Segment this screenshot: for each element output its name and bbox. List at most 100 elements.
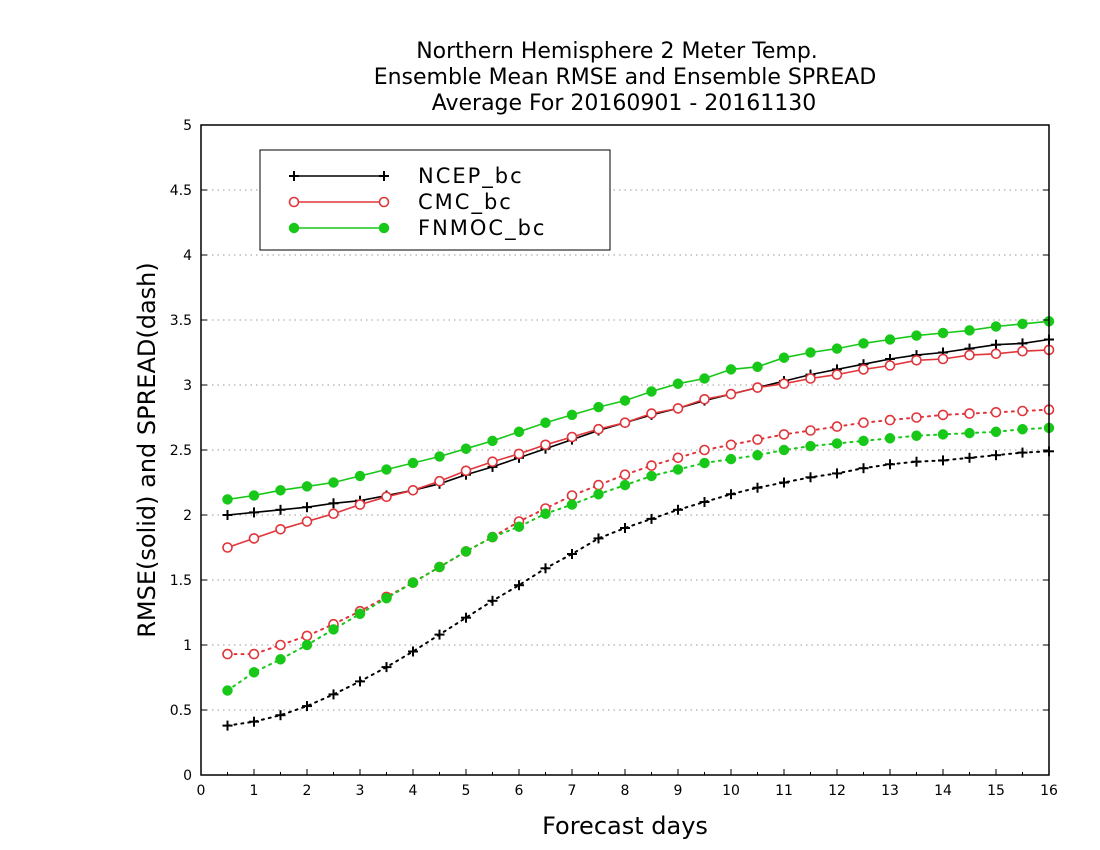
legend-box bbox=[259, 149, 611, 251]
ncep-bc-spread-point bbox=[858, 463, 869, 474]
y-tick-label: 2 bbox=[183, 508, 192, 524]
ncep-bc-spread-point bbox=[222, 720, 233, 731]
chart-title: Northern Hemisphere 2 Meter Temp. Ensemb… bbox=[374, 39, 877, 116]
legend-label-ncep: NCEP_bc bbox=[418, 164, 524, 189]
fnmoc-bc-rmse-point bbox=[301, 481, 313, 492]
ncep-bc-spread-point bbox=[620, 523, 630, 533]
cmc-bc-rmse-point bbox=[911, 354, 922, 366]
x-tick-label: 14 bbox=[934, 783, 952, 799]
ncep-bc-spread-point bbox=[328, 689, 339, 700]
ncep-bc-spread-point bbox=[805, 472, 816, 483]
cmc-bc-rmse-point bbox=[990, 348, 1002, 360]
cmc-bc-rmse-point bbox=[540, 439, 551, 451]
fnmoc-bc-rmse-point bbox=[884, 334, 896, 345]
cmc-bc-rmse-point bbox=[725, 388, 737, 400]
y-axis: 0 0.5 1 1.5 2 2.5 3 3.5 4 4.5 5 bbox=[170, 118, 1049, 784]
ncep-bc-spread-point bbox=[408, 646, 418, 657]
ncep-bc-spread-point bbox=[911, 456, 922, 467]
cmc-bc-spread-point bbox=[964, 408, 975, 419]
ncep-bc-spread-point bbox=[434, 629, 445, 640]
ncep-bc-spread-point bbox=[461, 612, 471, 623]
legend-label-fnmoc: FNMOC_bc bbox=[418, 216, 546, 241]
cmc-bc-rmse-point bbox=[937, 353, 949, 365]
legend-label-cmc: CMC_bc bbox=[418, 190, 513, 215]
fnmoc-bc-rmse-point bbox=[566, 409, 578, 421]
fnmoc-bc-spread-points bbox=[222, 422, 1055, 696]
cmc-bc-rmse-point bbox=[275, 523, 286, 535]
fnmoc-bc-rmse-point bbox=[990, 321, 1002, 332]
fnmoc-bc-spread-point bbox=[354, 608, 366, 620]
x-tick-label: 8 bbox=[621, 783, 630, 799]
ncep-bc-spread-point bbox=[885, 459, 895, 470]
cmc-bc-rmse-point bbox=[381, 491, 392, 503]
cmc-bc-spread-line bbox=[226, 408, 1050, 656]
ncep-bc-spread-point bbox=[646, 513, 657, 524]
cmc-bc-spread-point bbox=[275, 639, 286, 651]
cmc-bc-rmse-point bbox=[672, 403, 684, 414]
y-tick-label: 1.5 bbox=[170, 573, 192, 589]
cmc-bc-spread-point bbox=[884, 414, 896, 426]
cmc-bc-spread-point bbox=[1017, 405, 1028, 417]
ncep-bc-spread-point bbox=[752, 482, 763, 493]
fnmoc-bc-spread-point bbox=[964, 427, 975, 439]
cmc-bc-rmse-point bbox=[699, 393, 710, 405]
ncep-bc-rmse-point bbox=[249, 507, 259, 518]
cmc-bc-spread-points bbox=[222, 404, 1055, 660]
legend-marker-cmc-bc bbox=[378, 196, 390, 208]
cmc-bc-rmse-point bbox=[1017, 345, 1028, 357]
ncep-bc-spread-point bbox=[673, 504, 683, 515]
x-tick-label: 3 bbox=[356, 783, 365, 799]
cmc-bc-spread-point bbox=[911, 412, 922, 423]
cmc-bc-spread-point bbox=[619, 469, 631, 481]
fnmoc-bc-spread-point bbox=[275, 654, 286, 665]
title-line-3: Average For 20160901 - 20161130 bbox=[432, 91, 817, 116]
y-tick-label: 3.5 bbox=[170, 313, 192, 329]
ncep-bc-spread-point bbox=[514, 580, 524, 591]
ncep-bc-spread-point bbox=[964, 452, 975, 463]
y-tick-label: 3 bbox=[183, 378, 192, 394]
fnmoc-bc-rmse-line bbox=[227, 320, 1050, 501]
cmc-bc-spread-point bbox=[937, 409, 949, 421]
fnmoc-bc-rmse-point bbox=[407, 457, 419, 469]
x-tick-label: 7 bbox=[568, 783, 577, 799]
fnmoc-bc-spread-point bbox=[222, 685, 233, 696]
y-tick-label: 4.5 bbox=[170, 183, 192, 199]
x-tick-label: 0 bbox=[197, 783, 206, 799]
fnmoc-bc-spread-point bbox=[619, 479, 631, 491]
fnmoc-bc-spread-point bbox=[725, 453, 737, 465]
fnmoc-bc-rmse-point bbox=[725, 364, 737, 375]
fnmoc-bc-spread-point bbox=[593, 488, 604, 500]
title-line-1: Northern Hemisphere 2 Meter Temp. bbox=[416, 39, 818, 64]
ncep-bc-rmse-points bbox=[222, 334, 1054, 520]
fnmoc-bc-rmse-point bbox=[619, 395, 631, 406]
fnmoc-bc-rmse-point bbox=[699, 373, 710, 384]
fnmoc-bc-spread-point bbox=[990, 426, 1002, 438]
cmc-bc-spread-point bbox=[752, 434, 763, 445]
cmc-bc-spread-point bbox=[725, 439, 737, 451]
fnmoc-bc-spread-point bbox=[513, 521, 525, 532]
x-tick-label: 5 bbox=[462, 783, 471, 799]
cmc-bc-rmse-point bbox=[778, 378, 790, 390]
cmc-bc-rmse-point bbox=[407, 484, 419, 496]
x-tick-label: 2 bbox=[303, 783, 312, 799]
fnmoc-bc-spread-point bbox=[434, 561, 445, 573]
x-axis-label: Forecast days bbox=[542, 812, 708, 840]
cmc-bc-spread-point bbox=[566, 490, 578, 501]
cmc-bc-spread-point bbox=[778, 429, 790, 440]
y-tick-label: 1 bbox=[183, 638, 192, 654]
fnmoc-bc-rmse-point bbox=[752, 361, 763, 373]
fnmoc-bc-spread-line bbox=[226, 426, 1050, 692]
cmc-bc-spread-point bbox=[222, 648, 233, 660]
ncep-bc-rmse-point bbox=[275, 504, 286, 515]
fnmoc-bc-spread-point bbox=[646, 470, 657, 482]
cmc-bc-rmse-line bbox=[227, 349, 1050, 549]
fnmoc-bc-spread-point bbox=[699, 457, 710, 469]
ncep-bc-spread-point bbox=[938, 455, 948, 466]
cmc-bc-spread-point bbox=[805, 425, 816, 436]
cmc-bc-rmse-point bbox=[831, 369, 843, 380]
y-tick-label: 0 bbox=[183, 768, 192, 784]
fnmoc-bc-rmse-point bbox=[646, 386, 657, 397]
ncep-bc-spread-point bbox=[991, 450, 1001, 461]
x-tick-label: 11 bbox=[775, 783, 793, 799]
